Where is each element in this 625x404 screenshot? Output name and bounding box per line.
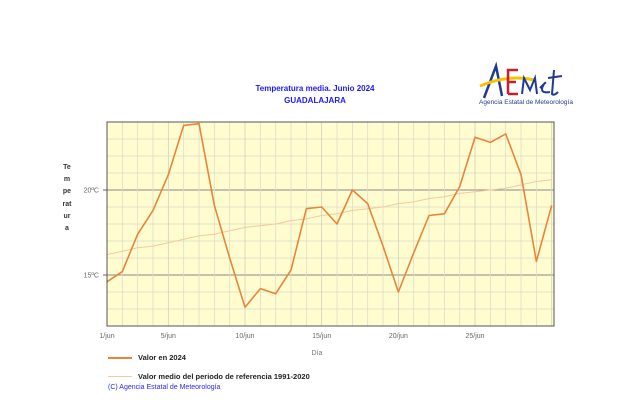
x-axis-label: Día <box>312 350 323 357</box>
legend-swatch-reference <box>108 376 132 377</box>
aemet-logo <box>479 61 563 99</box>
legend-item-2024: Valor en 2024 <box>108 353 186 362</box>
y-tick-label: 20ºC <box>84 188 99 195</box>
x-tick-label: 10/jun <box>235 333 254 340</box>
series-lines <box>106 122 553 309</box>
chart-subtitle: GUADALAJARA <box>284 96 346 105</box>
x-tick-label: 25/jun <box>465 333 484 340</box>
x-tick-label: 1/jun <box>99 333 114 340</box>
legend-label: Valor en 2024 <box>138 353 186 362</box>
series-line-2024 <box>106 122 553 309</box>
legend-label: Valor medio del periodo de referencia 19… <box>138 372 310 381</box>
plot-frame <box>106 121 555 327</box>
y-tick-label: 15ºC <box>84 273 99 280</box>
x-tick-label: 5/jun <box>161 333 176 340</box>
legend-item-reference: Valor medio del periodo de referencia 19… <box>108 372 310 381</box>
axes: 15ºC 20ºC 1/jun 5/jun 10/jun 15/jun 20/jun 25/j… <box>84 188 485 341</box>
copyright-credit: (C) Agencia Estatal de Meteorología <box>108 384 221 391</box>
logo-subtitle: Agencia Estatal de Meteorología <box>479 99 573 106</box>
x-tick-label: 15/jun <box>312 333 331 340</box>
legend-swatch-2024 <box>108 356 132 359</box>
chart-title: Temperatura media. Junio 2024 <box>255 84 375 93</box>
y-axis-label: Temperatura <box>62 164 72 233</box>
x-tick-label: 20/jun <box>389 333 408 340</box>
